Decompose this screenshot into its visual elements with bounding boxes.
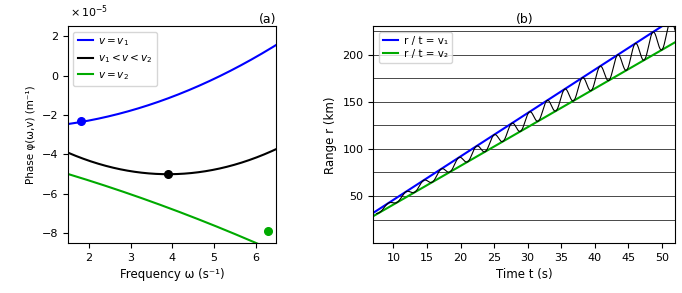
Y-axis label: Phase φ(ω,v) (m⁻¹): Phase φ(ω,v) (m⁻¹): [27, 86, 36, 184]
X-axis label: Frequency ω (s⁻¹): Frequency ω (s⁻¹): [120, 268, 224, 282]
Text: $\times\,10^{-5}$: $\times\,10^{-5}$: [70, 3, 108, 20]
Legend: r / t = v₁, r / t = v₂: r / t = v₁, r / t = v₂: [379, 32, 451, 63]
Text: (a): (a): [259, 13, 276, 26]
Y-axis label: Range r (km): Range r (km): [324, 96, 337, 173]
Title: (b): (b): [516, 13, 533, 26]
X-axis label: Time t (s): Time t (s): [496, 268, 552, 282]
Legend: $v = v_1$, $v_1 < v < v_2$, $v = v_2$: $v = v_1$, $v_1 < v < v_2$, $v = v_2$: [74, 32, 158, 86]
